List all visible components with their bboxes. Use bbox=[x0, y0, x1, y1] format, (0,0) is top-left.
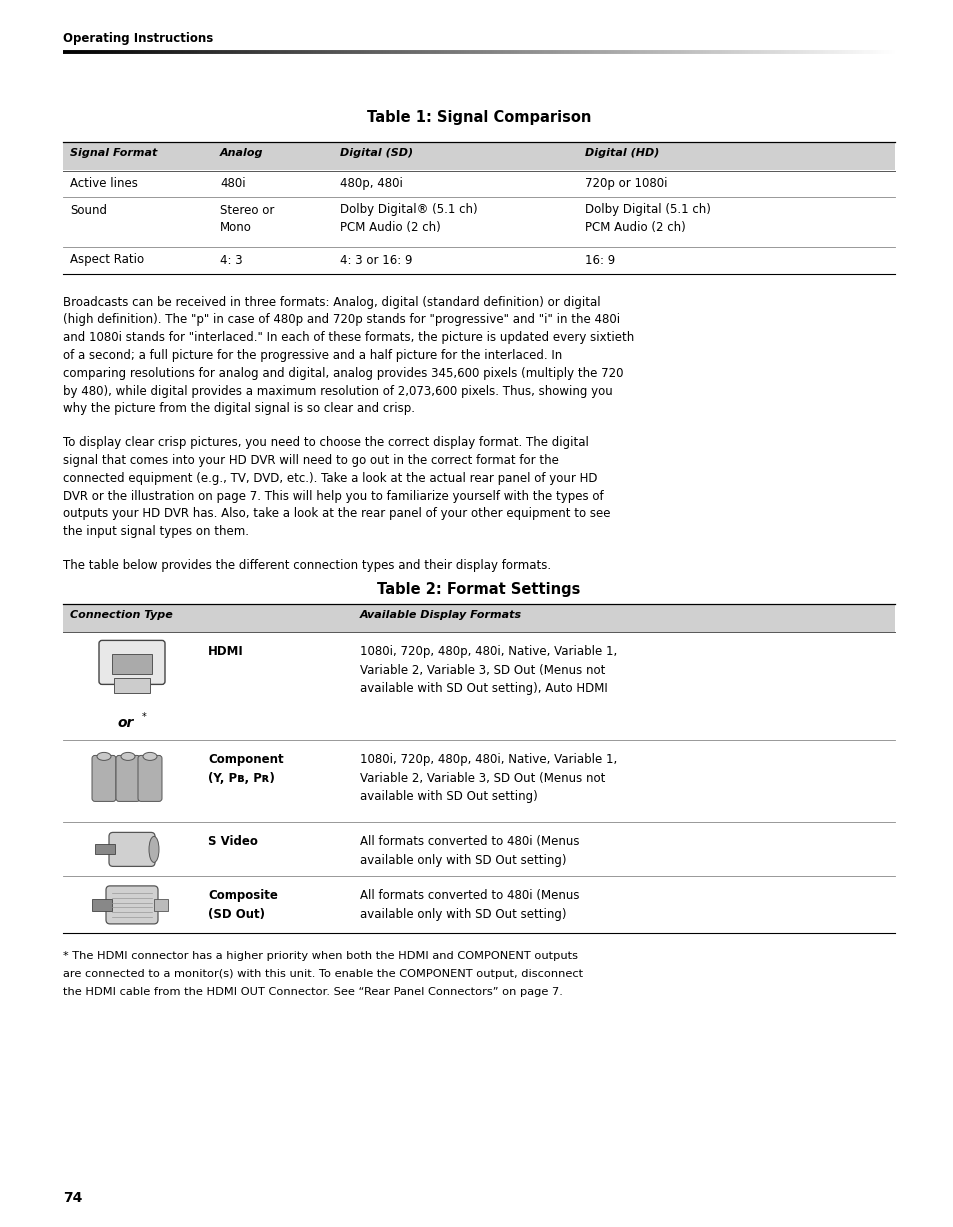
Text: Table 2: Format Settings: Table 2: Format Settings bbox=[377, 582, 580, 596]
Text: HDMI: HDMI bbox=[208, 645, 244, 659]
FancyBboxPatch shape bbox=[91, 756, 116, 801]
Text: 74: 74 bbox=[63, 1191, 82, 1205]
Text: by 480), while digital provides a maximum resolution of 2,073,600 pixels. Thus, : by 480), while digital provides a maximu… bbox=[63, 384, 612, 398]
Text: To display clear crisp pictures, you need to choose the correct display format. : To display clear crisp pictures, you nee… bbox=[63, 436, 588, 449]
Bar bbox=[63, 876, 894, 934]
Bar bbox=[63, 604, 894, 632]
FancyBboxPatch shape bbox=[99, 640, 165, 685]
Text: Variable 2, Variable 3, SD Out (Menus not: Variable 2, Variable 3, SD Out (Menus no… bbox=[359, 772, 605, 785]
Text: of a second; a full picture for the progressive and a half picture for the inter: of a second; a full picture for the prog… bbox=[63, 348, 561, 362]
Ellipse shape bbox=[97, 752, 111, 761]
Ellipse shape bbox=[121, 752, 135, 761]
Text: and 1080i stands for "interlaced." In each of these formats, the picture is upda: and 1080i stands for "interlaced." In ea… bbox=[63, 331, 634, 344]
Text: why the picture from the digital signal is so clear and crisp.: why the picture from the digital signal … bbox=[63, 402, 415, 415]
Text: the HDMI cable from the HDMI OUT Connector. See “Rear Panel Connectors” on page : the HDMI cable from the HDMI OUT Connect… bbox=[63, 987, 562, 998]
FancyBboxPatch shape bbox=[138, 756, 162, 801]
Text: Stereo or: Stereo or bbox=[220, 204, 274, 216]
Text: Digital (SD): Digital (SD) bbox=[339, 148, 413, 158]
Text: Active lines: Active lines bbox=[70, 177, 138, 190]
Bar bbox=[63, 247, 894, 274]
Text: 480i: 480i bbox=[220, 177, 245, 190]
Text: Available Display Formats: Available Display Formats bbox=[359, 610, 521, 621]
Ellipse shape bbox=[143, 752, 157, 761]
Text: Mono: Mono bbox=[220, 221, 252, 234]
Bar bbox=[95, 844, 115, 854]
FancyBboxPatch shape bbox=[116, 756, 140, 801]
Text: comparing resolutions for analog and digital, analog provides 345,600 pixels (mu: comparing resolutions for analog and dig… bbox=[63, 367, 623, 379]
Bar bbox=[63, 142, 894, 171]
FancyBboxPatch shape bbox=[106, 886, 158, 924]
Text: Composite: Composite bbox=[208, 890, 277, 902]
Text: *: * bbox=[142, 713, 147, 723]
Text: Dolby Digital® (5.1 ch): Dolby Digital® (5.1 ch) bbox=[339, 204, 477, 216]
Text: PCM Audio (2 ch): PCM Audio (2 ch) bbox=[339, 221, 440, 234]
Text: 16: 9: 16: 9 bbox=[584, 254, 615, 266]
Text: (high definition). The "p" in case of 480p and 720p stands for "progressive" and: (high definition). The "p" in case of 48… bbox=[63, 313, 619, 326]
Text: 720p or 1080i: 720p or 1080i bbox=[584, 177, 667, 190]
Text: available only with SD Out setting): available only with SD Out setting) bbox=[359, 854, 566, 867]
Text: connected equipment (e.g., TV, DVD, etc.). Take a look at the actual rear panel : connected equipment (e.g., TV, DVD, etc.… bbox=[63, 471, 597, 485]
Text: Dolby Digital (5.1 ch): Dolby Digital (5.1 ch) bbox=[584, 204, 710, 216]
Text: 4: 3 or 16: 9: 4: 3 or 16: 9 bbox=[339, 254, 412, 266]
Bar bbox=[153, 899, 168, 910]
Text: Analog: Analog bbox=[220, 148, 263, 158]
FancyBboxPatch shape bbox=[109, 832, 154, 866]
Text: The table below provides the different connection types and their display format: The table below provides the different c… bbox=[63, 560, 551, 572]
Text: S Video: S Video bbox=[208, 836, 257, 848]
Text: Operating Instructions: Operating Instructions bbox=[63, 32, 213, 44]
Bar bbox=[63, 171, 894, 198]
Text: Broadcasts can be received in three formats: Analog, digital (standard definitio: Broadcasts can be received in three form… bbox=[63, 296, 600, 308]
Text: Connection Type: Connection Type bbox=[70, 610, 172, 621]
Text: DVR or the illustration on page 7. This will help you to familiarize yourself wi: DVR or the illustration on page 7. This … bbox=[63, 490, 603, 503]
Bar bbox=[113, 679, 150, 693]
Text: 1080i, 720p, 480p, 480i, Native, Variable 1,: 1080i, 720p, 480p, 480i, Native, Variabl… bbox=[359, 645, 617, 659]
Text: 480p, 480i: 480p, 480i bbox=[339, 177, 402, 190]
Text: All formats converted to 480i (Menus: All formats converted to 480i (Menus bbox=[359, 890, 578, 902]
Text: the input signal types on them.: the input signal types on them. bbox=[63, 525, 249, 539]
Text: Aspect Ratio: Aspect Ratio bbox=[70, 254, 144, 266]
Text: outputs your HD DVR has. Also, take a look at the rear panel of your other equip: outputs your HD DVR has. Also, take a lo… bbox=[63, 507, 610, 520]
Text: PCM Audio (2 ch): PCM Audio (2 ch) bbox=[584, 221, 685, 234]
Text: or: or bbox=[117, 717, 133, 730]
Text: 4: 3: 4: 3 bbox=[220, 254, 242, 266]
Text: are connected to a monitor(s) with this unit. To enable the COMPONENT output, di: are connected to a monitor(s) with this … bbox=[63, 969, 582, 979]
Text: available with SD Out setting), Auto HDMI: available with SD Out setting), Auto HDM… bbox=[359, 682, 607, 696]
Bar bbox=[63, 740, 894, 822]
Text: Digital (HD): Digital (HD) bbox=[584, 148, 659, 158]
Text: (Y, Pʙ, Pʀ): (Y, Pʙ, Pʀ) bbox=[208, 772, 274, 785]
Text: * The HDMI connector has a higher priority when both the HDMI and COMPONENT outp: * The HDMI connector has a higher priori… bbox=[63, 951, 578, 962]
Ellipse shape bbox=[149, 837, 159, 863]
Bar bbox=[63, 632, 894, 740]
Bar bbox=[112, 654, 152, 675]
Text: 1080i, 720p, 480p, 480i, Native, Variable 1,: 1080i, 720p, 480p, 480i, Native, Variabl… bbox=[359, 753, 617, 767]
Bar bbox=[63, 198, 894, 247]
Text: signal that comes into your HD DVR will need to go out in the correct format for: signal that comes into your HD DVR will … bbox=[63, 454, 558, 467]
Text: Component: Component bbox=[208, 753, 283, 767]
Text: Sound: Sound bbox=[70, 204, 107, 216]
Text: Table 1: Signal Comparison: Table 1: Signal Comparison bbox=[366, 110, 591, 125]
Text: available only with SD Out setting): available only with SD Out setting) bbox=[359, 908, 566, 921]
Bar bbox=[63, 822, 894, 876]
Text: available with SD Out setting): available with SD Out setting) bbox=[359, 790, 537, 804]
Text: Signal Format: Signal Format bbox=[70, 148, 157, 158]
Bar bbox=[91, 899, 112, 910]
Text: All formats converted to 480i (Menus: All formats converted to 480i (Menus bbox=[359, 836, 578, 848]
Text: Variable 2, Variable 3, SD Out (Menus not: Variable 2, Variable 3, SD Out (Menus no… bbox=[359, 664, 605, 677]
Text: (SD Out): (SD Out) bbox=[208, 908, 265, 921]
